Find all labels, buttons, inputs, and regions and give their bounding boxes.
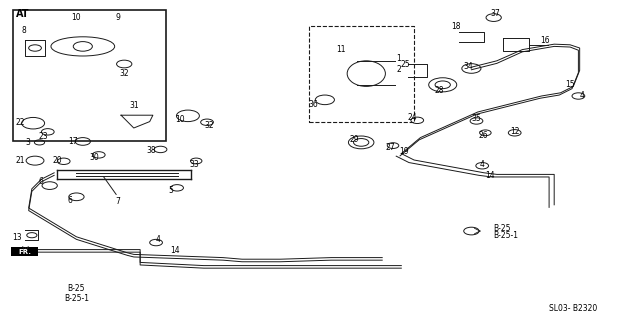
Text: 14: 14: [170, 246, 180, 255]
Text: 6: 6: [39, 177, 44, 186]
Text: B-25: B-25: [494, 224, 511, 233]
Text: 9: 9: [115, 13, 120, 22]
Text: 30: 30: [89, 153, 99, 162]
Bar: [13, 10, 166, 141]
Text: 17: 17: [68, 137, 78, 146]
Text: 24: 24: [408, 113, 418, 122]
Text: 26: 26: [478, 131, 489, 140]
Text: 33: 33: [189, 160, 199, 169]
Text: SL03- B2320: SL03- B2320: [549, 304, 598, 313]
Text: 37: 37: [490, 9, 501, 18]
Text: FR.: FR.: [18, 249, 31, 254]
Text: 22: 22: [16, 118, 25, 127]
Text: 10: 10: [71, 13, 82, 22]
Text: 4: 4: [480, 160, 485, 169]
Text: 6: 6: [68, 196, 73, 205]
Text: 29: 29: [350, 135, 360, 144]
Text: 16: 16: [540, 36, 550, 45]
Text: 19: 19: [399, 147, 410, 156]
Text: 11: 11: [336, 45, 345, 54]
Text: 12: 12: [510, 127, 519, 136]
Text: 38: 38: [147, 146, 157, 155]
Text: 15: 15: [565, 80, 575, 89]
Text: 8: 8: [22, 26, 27, 35]
Text: 5: 5: [168, 186, 173, 195]
Text: 3: 3: [25, 138, 31, 147]
Text: 27: 27: [385, 143, 395, 152]
Text: AT: AT: [15, 9, 29, 20]
Text: 7: 7: [115, 197, 120, 206]
Text: 32: 32: [119, 69, 129, 78]
Bar: [309, 26, 414, 122]
Text: 23: 23: [38, 132, 48, 141]
Text: 18: 18: [451, 22, 460, 31]
Text: 34: 34: [463, 62, 473, 71]
Text: 1: 1: [396, 54, 401, 63]
Text: 2: 2: [396, 65, 401, 74]
Text: 14: 14: [485, 171, 496, 180]
Text: 28: 28: [435, 86, 444, 95]
Bar: [11, 247, 38, 256]
Text: 4: 4: [579, 91, 584, 100]
Text: 35: 35: [471, 114, 482, 123]
Text: B-25: B-25: [68, 284, 85, 293]
Ellipse shape: [51, 37, 115, 56]
Text: 21: 21: [16, 156, 25, 165]
Text: 32: 32: [204, 121, 214, 130]
Text: 4: 4: [155, 235, 161, 244]
Text: B-25-1: B-25-1: [494, 231, 519, 240]
Text: 10: 10: [175, 115, 185, 124]
Text: 25: 25: [401, 60, 411, 68]
Text: 36: 36: [308, 100, 318, 109]
Text: B-25-1: B-25-1: [64, 294, 89, 303]
Ellipse shape: [347, 61, 385, 86]
Text: 20: 20: [52, 156, 62, 165]
Text: 13: 13: [12, 233, 22, 242]
Text: 31: 31: [129, 101, 139, 110]
